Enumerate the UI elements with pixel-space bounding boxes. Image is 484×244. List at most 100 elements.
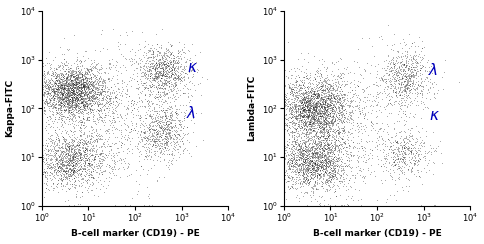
Point	[420, 45, 428, 49]
Point	[309, 154, 317, 158]
Point	[340, 99, 348, 102]
Point	[84, 165, 91, 169]
Point	[312, 152, 320, 155]
Point	[57, 95, 64, 99]
Point	[64, 87, 72, 91]
Point	[88, 175, 96, 179]
Point	[346, 115, 354, 119]
Point	[162, 65, 170, 69]
Point	[55, 107, 62, 111]
Point	[83, 141, 91, 145]
Point	[45, 153, 53, 157]
Point	[314, 114, 322, 118]
Point	[81, 91, 89, 95]
Point	[298, 96, 305, 100]
Point	[102, 101, 110, 105]
Point	[302, 157, 310, 161]
Point	[79, 102, 87, 106]
Point	[72, 97, 79, 101]
Point	[291, 164, 299, 168]
Point	[329, 174, 337, 178]
Point	[391, 152, 399, 156]
Point	[401, 150, 408, 153]
Point	[302, 136, 309, 140]
Point	[166, 152, 173, 156]
Point	[284, 159, 292, 163]
Point	[74, 149, 81, 152]
Point	[395, 79, 403, 83]
Point	[380, 156, 388, 160]
Point	[65, 110, 73, 113]
Point	[408, 134, 415, 138]
Point	[339, 130, 347, 133]
Point	[43, 173, 50, 177]
Point	[302, 165, 309, 169]
Point	[319, 177, 327, 181]
Point	[340, 128, 348, 132]
Point	[352, 104, 360, 108]
Point	[66, 163, 74, 167]
Point	[315, 142, 322, 145]
Point	[291, 114, 299, 118]
Point	[311, 179, 318, 183]
Point	[84, 92, 91, 96]
Point	[408, 83, 416, 87]
Point	[326, 159, 333, 163]
Point	[406, 103, 413, 107]
Point	[161, 60, 168, 64]
Point	[158, 144, 166, 148]
Point	[83, 116, 91, 120]
Point	[416, 135, 424, 139]
Point	[313, 110, 320, 113]
Point	[163, 124, 171, 128]
Point	[71, 157, 79, 161]
Point	[67, 93, 75, 97]
Point	[304, 51, 312, 55]
Point	[290, 144, 298, 148]
Point	[159, 67, 166, 71]
Point	[326, 97, 334, 101]
Point	[317, 168, 324, 172]
Point	[63, 83, 71, 87]
Point	[74, 143, 81, 147]
Point	[301, 142, 309, 146]
Point	[330, 96, 337, 100]
Point	[287, 89, 295, 92]
Point	[58, 77, 65, 81]
Point	[90, 143, 97, 147]
Point	[410, 84, 418, 88]
Point	[402, 64, 410, 68]
Point	[313, 163, 321, 167]
Point	[155, 82, 163, 86]
Point	[327, 93, 334, 97]
Point	[338, 95, 346, 99]
Point	[321, 181, 329, 185]
Point	[68, 73, 76, 77]
Point	[81, 102, 89, 105]
Point	[71, 80, 79, 84]
Point	[329, 119, 336, 123]
Point	[151, 65, 159, 69]
Point	[185, 151, 193, 155]
Point	[172, 55, 180, 59]
Point	[153, 144, 161, 148]
Point	[317, 102, 325, 106]
Point	[59, 75, 67, 79]
Point	[77, 97, 85, 101]
Point	[69, 89, 76, 93]
Point	[153, 62, 161, 66]
Point	[323, 136, 331, 140]
Point	[152, 58, 160, 61]
Point	[309, 152, 317, 156]
Point	[284, 160, 291, 163]
Point	[157, 83, 165, 87]
Point	[62, 182, 70, 186]
Point	[167, 135, 175, 139]
Point	[60, 77, 67, 81]
Point	[399, 62, 407, 66]
Point	[69, 75, 77, 79]
Point	[90, 176, 97, 180]
Point	[61, 86, 69, 90]
Point	[77, 158, 85, 162]
Point	[163, 135, 170, 139]
